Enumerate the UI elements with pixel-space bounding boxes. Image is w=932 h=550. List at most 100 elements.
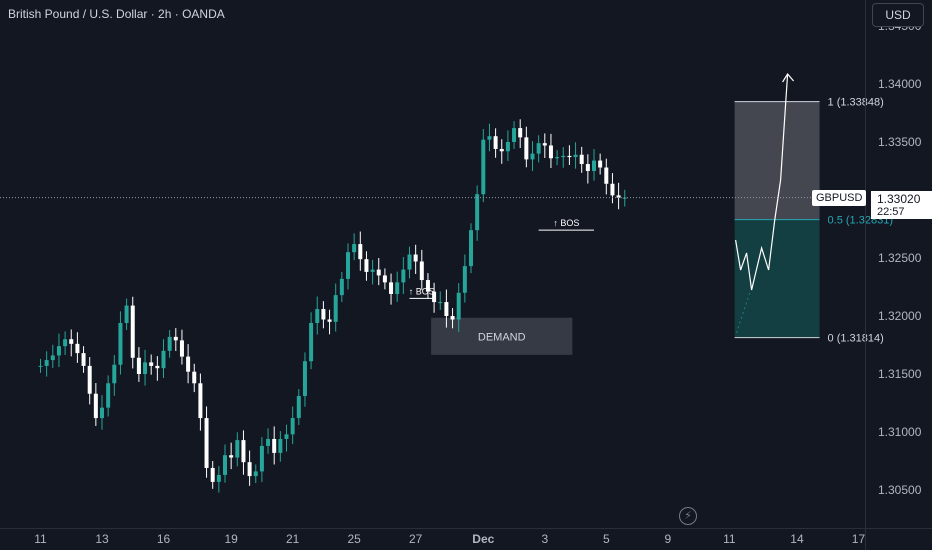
candle[interactable]	[93, 383, 98, 426]
candle[interactable]	[530, 141, 535, 171]
candles[interactable]	[38, 119, 627, 493]
candle[interactable]	[339, 271, 344, 303]
candle[interactable]	[75, 332, 80, 363]
candle[interactable]	[81, 346, 86, 373]
candle[interactable]	[487, 123, 492, 152]
candle[interactable]	[143, 349, 148, 386]
candle[interactable]	[389, 273, 394, 305]
fib-upper-zone[interactable]	[734, 101, 820, 220]
candle[interactable]	[315, 296, 320, 335]
candle[interactable]	[524, 126, 529, 168]
candle[interactable]	[173, 328, 178, 352]
candle[interactable]	[44, 351, 49, 377]
candle[interactable]	[235, 432, 240, 467]
candle[interactable]	[253, 464, 258, 484]
candle[interactable]	[573, 142, 578, 169]
candle[interactable]	[376, 258, 381, 286]
candle[interactable]	[401, 257, 406, 294]
candle[interactable]	[136, 347, 141, 382]
candle[interactable]	[278, 431, 283, 462]
candle[interactable]	[585, 154, 590, 184]
candle[interactable]	[444, 289, 449, 328]
candle[interactable]	[130, 296, 135, 369]
candle[interactable]	[481, 129, 486, 203]
candle[interactable]	[462, 254, 467, 303]
candle[interactable]	[438, 291, 443, 310]
candle[interactable]	[352, 233, 357, 261]
candle[interactable]	[302, 352, 307, 407]
candle[interactable]	[56, 333, 61, 368]
fib-lower-zone[interactable]	[734, 219, 820, 338]
candle[interactable]	[266, 428, 271, 454]
candle[interactable]	[536, 135, 541, 163]
candle[interactable]	[395, 271, 400, 302]
candle[interactable]	[450, 308, 455, 329]
candle[interactable]	[241, 430, 246, 475]
candle[interactable]	[155, 356, 160, 381]
candle[interactable]	[499, 139, 504, 164]
candle[interactable]	[555, 150, 560, 166]
candle[interactable]	[493, 128, 498, 158]
candle[interactable]	[296, 389, 301, 426]
currency-button[interactable]: USD	[872, 3, 924, 27]
candle[interactable]	[198, 373, 203, 431]
candle[interactable]	[38, 358, 43, 373]
candle[interactable]	[284, 424, 289, 452]
candle[interactable]	[548, 133, 553, 168]
candle[interactable]	[512, 121, 517, 149]
candle[interactable]	[425, 273, 430, 299]
candle[interactable]	[598, 153, 603, 175]
candle[interactable]	[259, 437, 264, 483]
candle[interactable]	[518, 119, 523, 149]
candle[interactable]	[204, 406, 209, 478]
candle[interactable]	[112, 354, 117, 396]
candle[interactable]	[124, 298, 129, 330]
candle[interactable]	[179, 329, 184, 365]
candle[interactable]	[50, 344, 55, 368]
candle[interactable]	[106, 375, 111, 417]
candle[interactable]	[149, 354, 154, 375]
candle[interactable]	[290, 406, 295, 445]
candle[interactable]	[346, 243, 350, 290]
candle[interactable]	[505, 130, 510, 162]
candle[interactable]	[579, 146, 584, 173]
candle[interactable]	[118, 311, 123, 375]
candle[interactable]	[604, 158, 609, 195]
candle[interactable]	[382, 268, 387, 290]
candle[interactable]	[223, 444, 227, 483]
candle[interactable]	[456, 283, 461, 333]
demand-zone[interactable]	[431, 317, 573, 355]
candle[interactable]	[432, 282, 437, 313]
candle[interactable]	[210, 461, 215, 489]
candle[interactable]	[610, 173, 615, 204]
candle[interactable]	[407, 246, 412, 279]
candle[interactable]	[229, 442, 234, 470]
candle[interactable]	[358, 231, 363, 271]
candle[interactable]	[475, 185, 480, 241]
candle[interactable]	[161, 339, 166, 378]
candle[interactable]	[419, 249, 424, 290]
candle[interactable]	[413, 244, 418, 275]
lightning-icon[interactable]: ⚡	[679, 507, 697, 525]
candle[interactable]	[192, 363, 197, 393]
candle[interactable]	[542, 133, 547, 159]
candle[interactable]	[567, 145, 572, 165]
candle[interactable]	[370, 259, 375, 285]
candle[interactable]	[327, 309, 332, 335]
candle[interactable]	[616, 182, 621, 210]
candle[interactable]	[309, 312, 314, 370]
candle[interactable]	[100, 395, 104, 430]
candle[interactable]	[321, 301, 326, 329]
candle[interactable]	[247, 450, 252, 486]
candle[interactable]	[87, 357, 92, 405]
candle[interactable]	[592, 148, 596, 181]
candle[interactable]	[469, 223, 473, 274]
candle[interactable]	[272, 426, 277, 465]
candle[interactable]	[216, 466, 221, 493]
candle[interactable]	[561, 147, 566, 168]
candle[interactable]	[186, 344, 191, 384]
candle[interactable]	[333, 283, 338, 332]
candle[interactable]	[364, 251, 369, 281]
candle[interactable]	[167, 329, 172, 358]
